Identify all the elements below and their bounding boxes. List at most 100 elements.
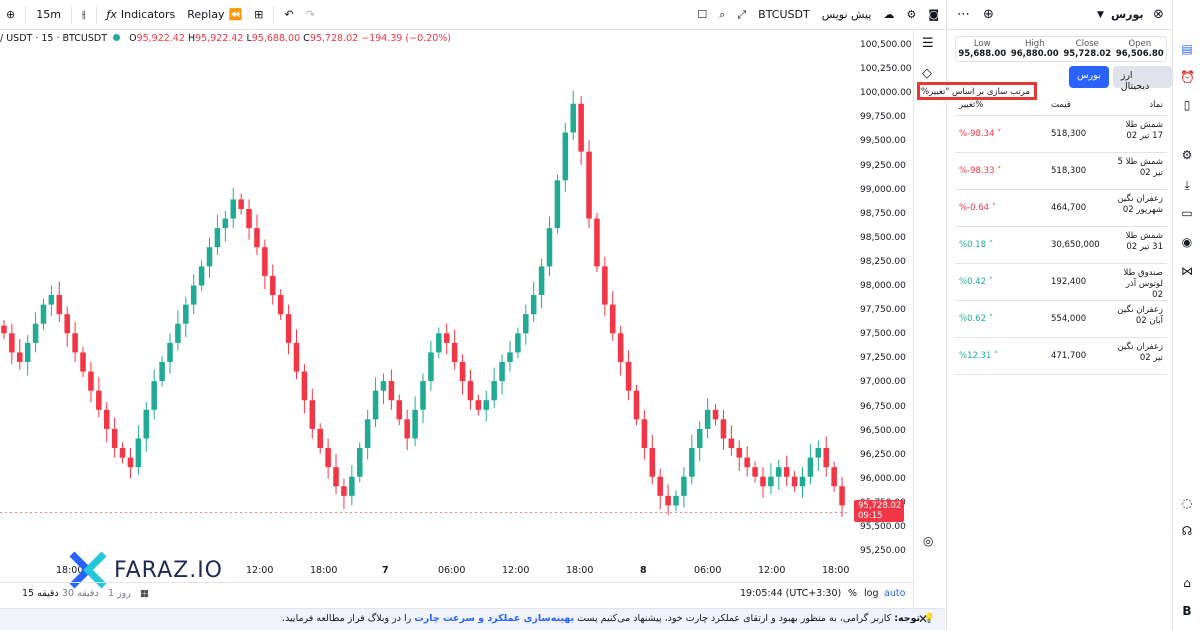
- settings-icon[interactable]: ⚙: [906, 8, 917, 21]
- time-tick: 18:00: [822, 565, 850, 576]
- candle-body: [752, 467, 758, 477]
- notes-icon[interactable]: ▯: [1183, 98, 1191, 112]
- candle-body: [736, 448, 743, 458]
- candle-body: [673, 495, 679, 506]
- candle-body: [349, 476, 355, 496]
- candle-body: [80, 352, 86, 372]
- share-icon[interactable]: ⋈: [1181, 264, 1193, 278]
- table-row[interactable]: شمش طلا 17 تیر 02 518,300 %-98.34 ˅: [955, 116, 1167, 153]
- table-row[interactable]: زعفران نگین تیر 02 471,700 %12.31 ˄: [955, 338, 1167, 375]
- watchlist-panel: ⋯ ⊕ ▼ بورس ⊗ Low 95,688.00 High 96,880.00 Cl…: [946, 0, 1172, 630]
- alarm-icon[interactable]: ⏰: [1180, 70, 1195, 84]
- rewind-icon: ⏪: [228, 8, 243, 21]
- gear-icon[interactable]: ⚙: [1181, 148, 1193, 162]
- table-row[interactable]: زعفران نگین آبان 02 554,000 %0.62 ˄: [955, 301, 1167, 338]
- panel-title[interactable]: بورس: [1111, 8, 1144, 21]
- dropdown-chevron-icon[interactable]: ▼: [1097, 9, 1104, 20]
- candle-body: [270, 275, 276, 296]
- row-change: %0.18 ˄: [959, 240, 993, 250]
- candle-body: [744, 457, 750, 468]
- indicators-button[interactable]: ƒx Indicators: [106, 8, 176, 21]
- card-icon[interactable]: ▭: [1181, 206, 1193, 220]
- candle-body: [783, 467, 790, 477]
- header-price[interactable]: قیمت: [1051, 100, 1071, 110]
- layers-icon[interactable]: ◇: [922, 66, 932, 81]
- cloud-icon[interactable]: ☁: [883, 8, 895, 21]
- brand-b-icon[interactable]: B: [1182, 604, 1192, 618]
- layout-icon[interactable]: ⊞: [254, 8, 264, 21]
- candle-body: [609, 304, 616, 334]
- tab-crypto[interactable]: ارز دیجیتال: [1112, 66, 1172, 92]
- auto-toggle[interactable]: auto: [884, 588, 906, 599]
- more-icon[interactable]: ⋯: [957, 7, 970, 22]
- clock-label[interactable]: 19:05:44 (UTC+3:30): [740, 588, 842, 599]
- support-icon[interactable]: ☊: [1181, 524, 1193, 538]
- header-symbol[interactable]: نماد: [1149, 100, 1163, 110]
- home-icon[interactable]: ⌂: [1183, 576, 1191, 590]
- candle-body: [380, 381, 387, 391]
- candle-body: [388, 381, 395, 401]
- candle-body: [696, 428, 703, 449]
- time-tick: 18:00: [310, 565, 338, 576]
- close-panel-icon[interactable]: ⊗: [1153, 7, 1164, 22]
- draft-label[interactable]: پیش نویس: [821, 8, 872, 21]
- candle-body: [254, 228, 260, 248]
- download-icon[interactable]: ⤓: [1184, 178, 1190, 192]
- header-change[interactable]: تغییر%: [959, 100, 984, 110]
- candle-body: [554, 180, 561, 229]
- price-tick: 95,500.00: [860, 522, 906, 532]
- row-price: 471,700: [1051, 351, 1087, 361]
- undo-icon[interactable]: ↶: [284, 8, 294, 21]
- close-icon[interactable]: ✕: [918, 612, 929, 626]
- time-tick: 18:00: [566, 565, 594, 576]
- candle-body: [9, 333, 15, 353]
- replay-button[interactable]: Replay ⏪: [187, 8, 243, 21]
- chat-icon[interactable]: ◌: [1181, 496, 1193, 510]
- price-tick: 99,500.00: [860, 136, 906, 147]
- calendar-icon[interactable]: ▦: [140, 588, 149, 599]
- range-30m[interactable]: 30 دقیقه: [62, 588, 99, 599]
- table-row[interactable]: شمش طلا 31 تیر 02 30,650,000 %0.18 ˄: [955, 227, 1167, 264]
- time-tick: 18:00: [56, 565, 84, 576]
- price-tick: 96,250.00: [860, 449, 906, 460]
- interval-button[interactable]: 15m: [36, 8, 61, 21]
- candlestick-chart[interactable]: [0, 48, 850, 560]
- candle-body: [578, 103, 584, 152]
- candle-body: [16, 352, 23, 362]
- ohlc-cell: Open 96,506.80: [1115, 39, 1164, 59]
- log-toggle[interactable]: log: [864, 588, 879, 599]
- table-row[interactable]: زعفران نگین شهریور 02 464,700 %-0.64 ˅: [955, 190, 1167, 227]
- right-tool-column: ☰ ◇ ◎: [913, 30, 945, 608]
- price-scale[interactable]: 100,500.00 100,250.00 100,000.00 99,750.00 9…: [850, 30, 913, 580]
- expand-icon[interactable]: ⤢: [737, 7, 747, 21]
- time-scale[interactable]: 18:00 12:00 18:00 7 06:00 12:00 18:00 8 06:00 12:…: [0, 560, 850, 580]
- tab-bourse[interactable]: بورس: [1069, 66, 1109, 88]
- candle-body: [807, 457, 814, 477]
- redo-icon[interactable]: ↷: [305, 8, 315, 21]
- camera-icon[interactable]: ◙: [928, 8, 939, 21]
- candle-body: [823, 448, 830, 468]
- percent-toggle[interactable]: %: [848, 588, 858, 599]
- candle-body: [523, 314, 529, 334]
- candle-body: [333, 467, 339, 487]
- table-row[interactable]: صندوق طلا لوتوس آذر 02 192,400 %0.42 ˄: [955, 264, 1167, 301]
- watchlist-icon[interactable]: ▤: [1181, 42, 1193, 56]
- search-icon[interactable]: ⌕: [719, 7, 726, 21]
- plus-icon[interactable]: ⊕: [983, 7, 994, 22]
- candle-body: [570, 103, 576, 133]
- watchlist-add-icon[interactable]: ☰: [922, 36, 934, 51]
- time-tick: 06:00: [694, 565, 722, 576]
- blog-link[interactable]: بهینه‌سازی عملکرد و سرعت چارت: [414, 613, 575, 624]
- range-15m[interactable]: 15 دقیقه: [22, 588, 59, 599]
- candle-body: [1, 325, 7, 334]
- user-icon[interactable]: ◉: [1181, 235, 1193, 249]
- add-icon[interactable]: ⊕: [6, 8, 16, 21]
- target-icon[interactable]: ◎: [923, 534, 934, 548]
- price-tick: 100,500.00: [860, 40, 912, 50]
- table-row[interactable]: شمش طلا 5 تیر 02 518,300 %-98.33 ˅: [955, 153, 1167, 190]
- candles-icon[interactable]: ⫲: [81, 7, 86, 21]
- symbol-label[interactable]: BTCUSDT: [758, 8, 810, 21]
- fullscreen-square-icon[interactable]: ☐: [697, 8, 708, 21]
- candle-body: [617, 333, 624, 362]
- range-1d[interactable]: 1 روز: [108, 588, 131, 599]
